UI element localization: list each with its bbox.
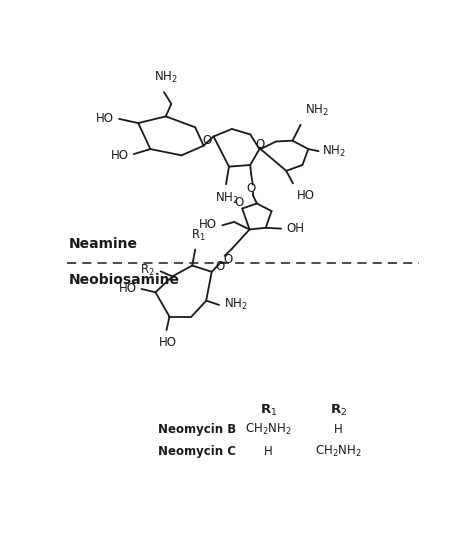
Text: HO: HO xyxy=(96,112,114,125)
Text: HO: HO xyxy=(297,189,315,202)
Text: Neobiosamine: Neobiosamine xyxy=(68,273,180,287)
Text: HO: HO xyxy=(119,282,137,295)
Text: R$_1$: R$_1$ xyxy=(260,403,277,418)
Text: HO: HO xyxy=(111,149,129,162)
Text: NH$_2$: NH$_2$ xyxy=(215,191,239,206)
Text: R$_2$: R$_2$ xyxy=(330,403,347,418)
Text: Neomycin B: Neomycin B xyxy=(158,423,236,436)
Text: O: O xyxy=(224,253,233,265)
Text: OH: OH xyxy=(286,222,304,235)
Text: HO: HO xyxy=(159,336,177,349)
Text: HO: HO xyxy=(199,218,217,231)
Text: O: O xyxy=(203,134,212,147)
Text: H: H xyxy=(264,445,273,458)
Text: CH$_2$NH$_2$: CH$_2$NH$_2$ xyxy=(246,422,292,437)
Text: CH$_2$NH$_2$: CH$_2$NH$_2$ xyxy=(315,444,362,459)
Text: R$_1$: R$_1$ xyxy=(191,228,206,243)
Text: NH$_2$: NH$_2$ xyxy=(305,103,328,118)
Text: Neamine: Neamine xyxy=(68,237,137,251)
Text: H: H xyxy=(334,423,343,436)
Text: O: O xyxy=(215,260,225,273)
Text: NH$_2$: NH$_2$ xyxy=(322,144,346,159)
Text: O: O xyxy=(246,182,255,195)
Text: O: O xyxy=(235,196,244,209)
Text: Neomycin C: Neomycin C xyxy=(158,445,236,458)
Text: NH$_2$: NH$_2$ xyxy=(154,70,178,85)
Text: O: O xyxy=(255,138,264,151)
Text: NH$_2$: NH$_2$ xyxy=(224,298,247,312)
Text: R$_2$: R$_2$ xyxy=(140,263,155,277)
